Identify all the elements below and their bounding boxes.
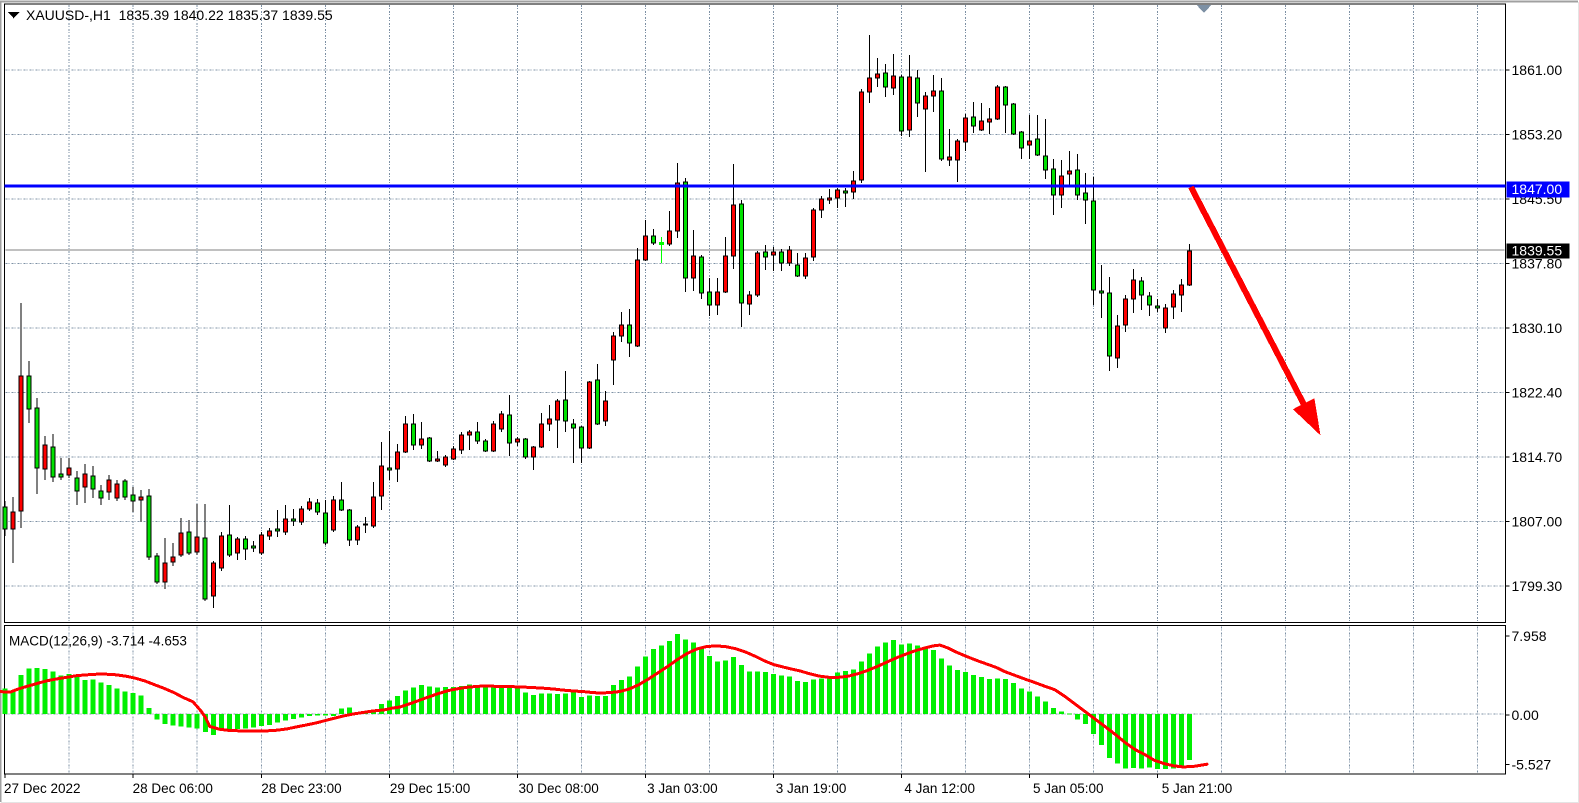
svg-text:1847.00: 1847.00 bbox=[1512, 181, 1563, 197]
svg-text:29 Dec 15:00: 29 Dec 15:00 bbox=[390, 781, 470, 796]
svg-text:27 Dec 2022: 27 Dec 2022 bbox=[4, 781, 81, 796]
svg-text:3 Jan 03:00: 3 Jan 03:00 bbox=[647, 781, 718, 796]
svg-text:MACD(12,26,9) -3.714 -4.653: MACD(12,26,9) -3.714 -4.653 bbox=[9, 634, 187, 649]
svg-text:1839.55: 1839.55 bbox=[1512, 243, 1563, 259]
svg-text:XAUUSD-,H1 1835.39 1840.22 18: XAUUSD-,H1 1835.39 1840.22 1835.37 1839.… bbox=[26, 7, 333, 23]
svg-text:1830.10: 1830.10 bbox=[1512, 320, 1563, 336]
svg-text:4 Jan 12:00: 4 Jan 12:00 bbox=[904, 781, 975, 796]
svg-text:28 Dec 23:00: 28 Dec 23:00 bbox=[261, 781, 341, 796]
svg-text:1861.00: 1861.00 bbox=[1512, 62, 1563, 78]
svg-text:1814.70: 1814.70 bbox=[1512, 449, 1563, 465]
svg-text:3 Jan 19:00: 3 Jan 19:00 bbox=[776, 781, 847, 796]
svg-text:1853.20: 1853.20 bbox=[1512, 127, 1563, 143]
svg-text:7.958: 7.958 bbox=[1512, 628, 1547, 644]
svg-text:1822.40: 1822.40 bbox=[1512, 385, 1563, 401]
svg-text:28 Dec 06:00: 28 Dec 06:00 bbox=[133, 781, 213, 796]
svg-text:1837.80: 1837.80 bbox=[1512, 256, 1563, 272]
svg-text:1799.30: 1799.30 bbox=[1512, 578, 1563, 594]
svg-text:1807.00: 1807.00 bbox=[1512, 514, 1563, 530]
svg-text:30 Dec 08:00: 30 Dec 08:00 bbox=[519, 781, 599, 796]
svg-text:-5.527: -5.527 bbox=[1512, 756, 1552, 772]
svg-text:5 Jan 05:00: 5 Jan 05:00 bbox=[1033, 781, 1104, 796]
svg-text:5 Jan 21:00: 5 Jan 21:00 bbox=[1162, 781, 1233, 796]
svg-text:0.00: 0.00 bbox=[1512, 707, 1539, 723]
